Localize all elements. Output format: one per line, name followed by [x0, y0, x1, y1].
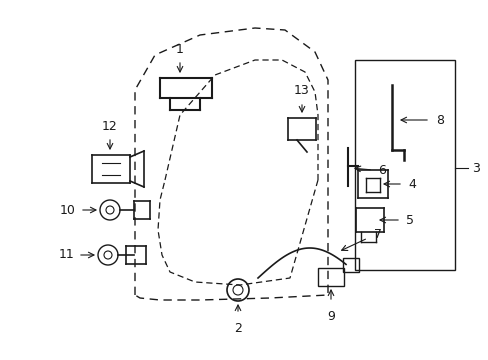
Text: 4: 4: [407, 177, 415, 190]
Text: 8: 8: [435, 113, 443, 126]
Bar: [342, 258, 358, 272]
Text: 2: 2: [234, 322, 242, 335]
Text: 1: 1: [176, 43, 183, 56]
Text: 12: 12: [102, 120, 118, 133]
Text: 13: 13: [293, 84, 309, 97]
Text: 5: 5: [405, 213, 413, 226]
Text: 7: 7: [373, 228, 381, 240]
Text: 9: 9: [326, 310, 334, 323]
Text: 3: 3: [471, 162, 479, 175]
Bar: [317, 268, 343, 286]
Bar: [354, 60, 454, 270]
Text: 10: 10: [60, 203, 76, 216]
Text: 11: 11: [58, 248, 74, 261]
Text: 6: 6: [377, 163, 385, 176]
